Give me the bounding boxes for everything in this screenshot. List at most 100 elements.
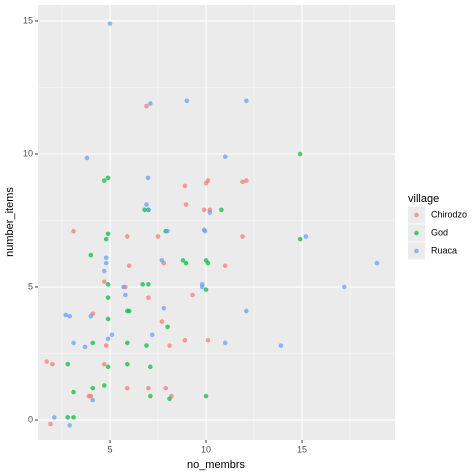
x-axis-title: no_membrs — [187, 459, 246, 471]
point — [155, 234, 161, 239]
legend-label: Chirodzo — [431, 209, 467, 219]
point — [124, 361, 130, 367]
point — [105, 231, 111, 237]
point — [105, 336, 111, 342]
point — [297, 236, 303, 242]
point — [222, 154, 228, 159]
point — [124, 234, 130, 239]
point — [240, 179, 245, 185]
point — [146, 207, 151, 213]
point — [65, 361, 71, 367]
point — [123, 292, 128, 298]
point — [124, 385, 130, 391]
point — [161, 306, 167, 311]
y-tick-label: 5 — [28, 281, 33, 291]
point — [203, 393, 209, 399]
point — [52, 415, 57, 420]
point — [103, 255, 109, 261]
point — [207, 210, 213, 215]
point — [142, 207, 147, 213]
y-axis-title: number_items — [4, 187, 16, 257]
point — [103, 260, 109, 266]
point — [205, 178, 211, 183]
legend-key — [414, 212, 419, 218]
point — [219, 207, 224, 213]
y-tick-label: 15 — [23, 15, 33, 25]
point — [184, 98, 190, 104]
point — [146, 282, 151, 287]
point — [103, 343, 109, 348]
point — [88, 313, 94, 319]
x-tick-label: 5 — [108, 444, 113, 454]
point — [244, 308, 249, 314]
legend-label: Ruaca — [431, 245, 457, 255]
point — [374, 260, 380, 266]
point — [105, 316, 111, 322]
point — [101, 178, 107, 183]
point — [101, 268, 107, 274]
panel — [38, 5, 395, 440]
point — [190, 292, 195, 298]
point — [140, 282, 145, 287]
x-tick-label: 10 — [201, 444, 211, 454]
point — [126, 263, 132, 269]
point — [71, 415, 76, 420]
point — [88, 252, 94, 258]
point — [82, 344, 88, 350]
point — [121, 284, 126, 290]
point — [167, 343, 172, 348]
point — [67, 313, 72, 319]
point — [240, 234, 245, 239]
point — [90, 385, 96, 391]
point — [148, 364, 153, 370]
point — [65, 415, 71, 420]
legend-label: God — [431, 227, 448, 237]
point — [71, 340, 76, 346]
point — [63, 312, 69, 318]
point — [44, 359, 49, 364]
point — [126, 308, 132, 314]
point — [182, 183, 188, 189]
point — [88, 393, 94, 399]
point — [105, 175, 111, 181]
point — [50, 361, 55, 367]
point — [146, 385, 151, 391]
point — [183, 260, 189, 266]
point — [90, 340, 96, 346]
point — [109, 332, 115, 338]
x-tick-label: 15 — [297, 444, 307, 454]
point — [165, 228, 170, 234]
point — [205, 260, 211, 266]
point — [159, 258, 165, 263]
point — [90, 397, 96, 403]
point — [165, 324, 170, 330]
point — [303, 234, 309, 239]
point — [105, 295, 111, 300]
point — [163, 385, 169, 391]
point — [278, 343, 284, 348]
point — [222, 263, 228, 269]
point — [124, 340, 130, 346]
point — [101, 383, 107, 388]
point — [149, 332, 155, 338]
point — [167, 396, 172, 402]
point — [103, 236, 109, 242]
y-tick-label: 0 — [28, 414, 33, 424]
point — [180, 258, 186, 263]
point — [144, 202, 149, 207]
point — [182, 337, 188, 343]
point — [148, 393, 153, 399]
point — [144, 343, 149, 348]
legend-title: village — [408, 193, 439, 205]
point — [183, 202, 189, 207]
point — [101, 361, 107, 367]
point — [48, 421, 53, 427]
point — [201, 207, 207, 213]
point — [71, 389, 76, 395]
point — [342, 284, 347, 290]
point — [145, 175, 151, 181]
point — [203, 287, 209, 292]
point — [199, 284, 205, 290]
legend-key — [414, 230, 419, 236]
